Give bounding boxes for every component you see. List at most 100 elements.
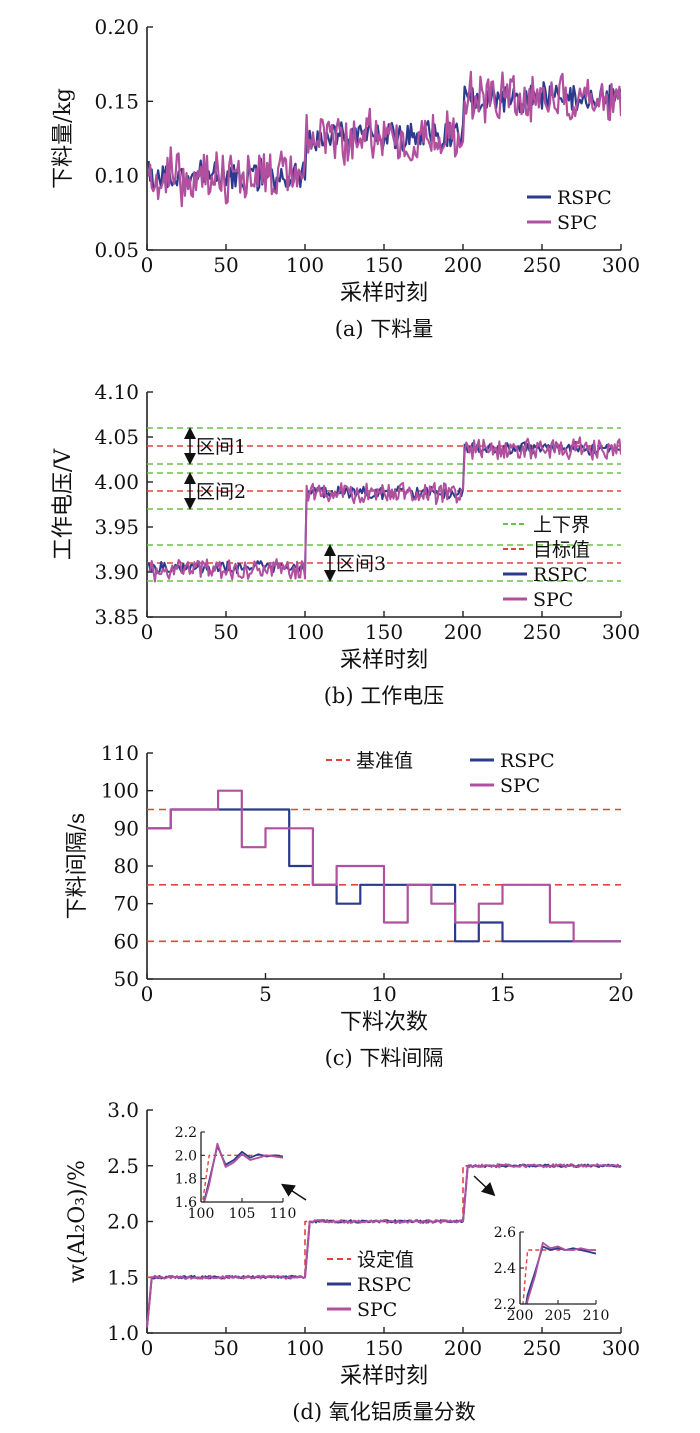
inset-x-tick-label: 205 — [545, 1308, 572, 1324]
inset-x-tick-label: 100 — [188, 1206, 215, 1222]
y-tick-label: 3.85 — [94, 605, 139, 629]
y-tick-label: 3.0 — [107, 1098, 139, 1122]
legend: RSPC SPC — [527, 187, 612, 234]
inset-y-tick-label: 2.2 — [175, 1125, 197, 1141]
y-axis-label: 下料间隔/s — [65, 813, 90, 920]
series-line-spc — [147, 789, 621, 943]
y-tick-label: 90 — [114, 816, 139, 840]
series-line-spc — [146, 1163, 622, 1328]
inset-series-spc — [203, 1142, 283, 1202]
inset-y-tick-label: 2.6 — [494, 1225, 516, 1241]
y-tick-label: 0.20 — [94, 15, 139, 39]
legend: 基准值 RSPC SPC — [326, 750, 555, 797]
y-tick-label: 0.10 — [94, 164, 139, 188]
x-tick-label: 50 — [213, 1336, 238, 1360]
legend-label: RSPC — [357, 1274, 412, 1296]
legend-label: SPC — [533, 589, 573, 611]
series-line-spc — [147, 70, 621, 208]
x-tick-label: 200 — [444, 1336, 482, 1360]
legend-label: RSPC — [557, 187, 612, 209]
inset-plot-area — [522, 1241, 596, 1304]
inset-x-tick-label: 200 — [507, 1308, 534, 1324]
inset-background — [201, 1132, 283, 1202]
inset-y-tick-label: 2.0 — [175, 1148, 197, 1164]
legend-label: SPC — [500, 775, 540, 797]
chart-a: 0 50 100 150 200 250 300 0.05 0.10 0.15 0.20 采样时刻 下料… — [51, 15, 640, 341]
inset-background — [520, 1232, 596, 1304]
x-axis-label: 下料次数 — [340, 1010, 428, 1035]
series-line-spc — [148, 436, 621, 583]
x-tick-label: 0 — [141, 620, 154, 644]
y-axis-label: 下料量/kg — [51, 88, 76, 189]
x-tick-label: 0 — [141, 253, 154, 277]
chart-b: 0 50 100 150 200 250 300 3.85 3.90 3.95 4.00 4.05 4.… — [51, 380, 640, 708]
plot-area — [147, 70, 621, 208]
y-tick-label: 3.95 — [94, 515, 139, 539]
inset-x-tick-label: 210 — [583, 1308, 610, 1324]
inset-y-tick-label: 2.4 — [494, 1261, 516, 1277]
chart-caption: (c) 下料间隔 — [325, 1046, 444, 1070]
legend-label: 设定值 — [357, 1249, 414, 1271]
interval-label: 区间1 — [196, 436, 246, 458]
x-tick-label: 200 — [444, 253, 482, 277]
y-tick-label: 110 — [101, 741, 139, 765]
legend-label: 上下界 — [533, 514, 590, 536]
x-tick-label: 50 — [213, 620, 238, 644]
inset-setpoint-line — [201, 1154, 283, 1202]
inset-x-tick-label: 105 — [229, 1206, 256, 1222]
inset-y-tick-label: 2.2 — [494, 1297, 516, 1313]
x-tick-label: 0 — [141, 1336, 154, 1360]
legend-label: RSPC — [500, 750, 555, 772]
x-tick-label: 5 — [259, 982, 272, 1006]
y-tick-label: 1.5 — [107, 1265, 139, 1289]
chart-caption: (d) 氧化铝质量分数 — [292, 1400, 476, 1424]
y-tick-label: 100 — [101, 779, 139, 803]
inset-series-spc — [525, 1241, 596, 1304]
x-tick-label: 250 — [523, 253, 561, 277]
y-tick-label: 1.0 — [107, 1321, 139, 1345]
legend-label: RSPC — [533, 564, 588, 586]
inset-plot-area — [201, 1142, 283, 1202]
x-tick-label: 50 — [213, 253, 238, 277]
y-tick-label: 4.10 — [94, 380, 139, 404]
interval-label: 区间3 — [336, 553, 386, 575]
x-tick-label: 150 — [365, 1336, 403, 1360]
y-tick-label: 80 — [114, 854, 139, 878]
series-line-rspc — [147, 808, 621, 943]
interval-label: 区间2 — [196, 481, 246, 503]
x-tick-label: 10 — [371, 982, 396, 1006]
inset-chart: 200 205 210 2.2 2.4 2.6 — [494, 1225, 610, 1324]
inset-x-tick-label: 110 — [270, 1206, 297, 1222]
y-axis-label: 工作电压/V — [51, 448, 76, 560]
x-tick-label: 0 — [141, 982, 154, 1006]
x-axis-label: 采样时刻 — [340, 648, 428, 673]
legend-label: SPC — [357, 1299, 397, 1321]
y-tick-label: 4.05 — [94, 425, 139, 449]
chart-c: 0 5 10 15 20 50 60 70 80 90 100 110 下料次数 下料间隔/s (c) 下料… — [65, 741, 634, 1070]
legend-label: 目标值 — [533, 539, 590, 561]
x-axis-label: 采样时刻 — [340, 281, 428, 306]
y-tick-label: 3.90 — [94, 560, 139, 584]
x-tick-label: 100 — [286, 1336, 324, 1360]
chart-d: 0 50 100 150 200 250 300 1.0 1.5 2.0 2.5 3.0 采样时刻 w(A… — [65, 1098, 640, 1424]
x-tick-label: 300 — [602, 620, 640, 644]
legend-label: 基准值 — [356, 750, 413, 772]
y-tick-label: 4.00 — [94, 470, 139, 494]
y-tick-label: 0.15 — [94, 89, 139, 113]
y-axis-label: w(Al₂O₃)/% — [65, 1160, 90, 1283]
x-tick-label: 300 — [602, 253, 640, 277]
y-tick-label: 2.0 — [107, 1210, 139, 1234]
y-tick-label: 2.5 — [107, 1154, 139, 1178]
inset-y-tick-label: 1.8 — [175, 1172, 197, 1188]
x-tick-label: 150 — [365, 620, 403, 644]
chart-caption: (a) 下料量 — [335, 317, 434, 341]
legend: 设定值 RSPC SPC — [327, 1249, 414, 1321]
inset-series-rspc — [525, 1245, 596, 1304]
x-tick-label: 15 — [490, 982, 515, 1006]
legend-label: SPC — [557, 212, 597, 234]
y-tick-label: 70 — [114, 892, 139, 916]
x-tick-label: 250 — [523, 1336, 561, 1360]
x-tick-label: 100 — [286, 253, 324, 277]
